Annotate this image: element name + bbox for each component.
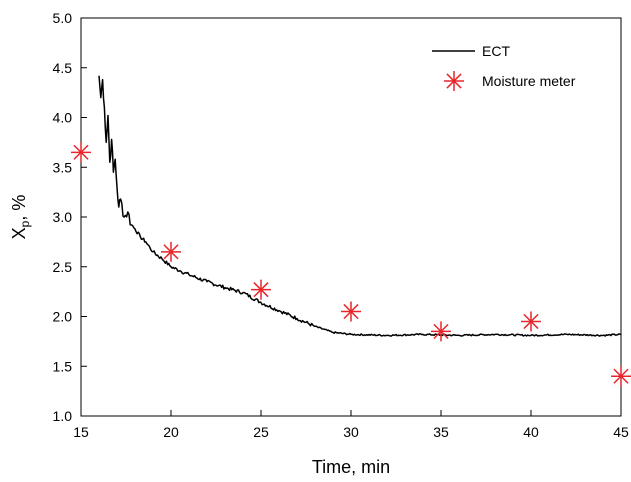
x-tick-label: 25 (253, 424, 269, 440)
y-axis-title-main: X (9, 227, 29, 239)
x-axis: 15 20 25 30 35 40 45 (73, 410, 629, 440)
moisture-meter-point (611, 366, 631, 387)
legend-moisture-meter-label: Moisture meter (482, 73, 576, 89)
legend-asterisk (444, 71, 464, 91)
x-tick-label: 35 (433, 424, 449, 440)
moisture-meter-point (161, 241, 181, 262)
y-tick-label: 3.0 (53, 209, 73, 225)
x-tick-label: 40 (523, 424, 539, 440)
moisture-meter-point (521, 311, 541, 332)
y-tick-label: 4.0 (53, 110, 73, 126)
y-axis-title: Xp, % (9, 195, 32, 240)
x-tick-label: 15 (73, 424, 89, 440)
x-axis-title: Time, min (312, 457, 390, 477)
x-tick-label: 20 (163, 424, 179, 440)
legend-moisture-meter-marker (444, 71, 464, 91)
y-axis-title-subscript: p (18, 220, 32, 227)
moisture-meter-point (251, 279, 271, 300)
x-tick-label: 30 (343, 424, 359, 440)
legend: ECT Moisture meter (432, 43, 576, 91)
y-tick-label: 4.5 (53, 60, 73, 76)
moisture-meter-point (341, 301, 361, 322)
y-tick-label: 1.0 (53, 408, 73, 424)
y-tick-label: 2.0 (53, 309, 73, 325)
moisture-meter-point (71, 142, 91, 163)
legend-ect-label: ECT (482, 43, 510, 59)
y-axis-title-suffix: , % (9, 195, 29, 221)
y-tick-label: 1.5 (53, 358, 73, 374)
y-tick-label: 5.0 (53, 10, 73, 26)
y-tick-label: 3.5 (53, 159, 73, 175)
moisture-meter-point (431, 321, 451, 342)
ect-series (98, 75, 622, 337)
moisture-meter-series (71, 142, 631, 387)
y-axis: 1.0 1.5 2.0 2.5 3.0 3.5 4.0 4.5 5.0 (53, 10, 87, 424)
y-tick-label: 2.5 (53, 259, 73, 275)
ect-line (98, 75, 622, 337)
x-tick-label: 45 (613, 424, 629, 440)
